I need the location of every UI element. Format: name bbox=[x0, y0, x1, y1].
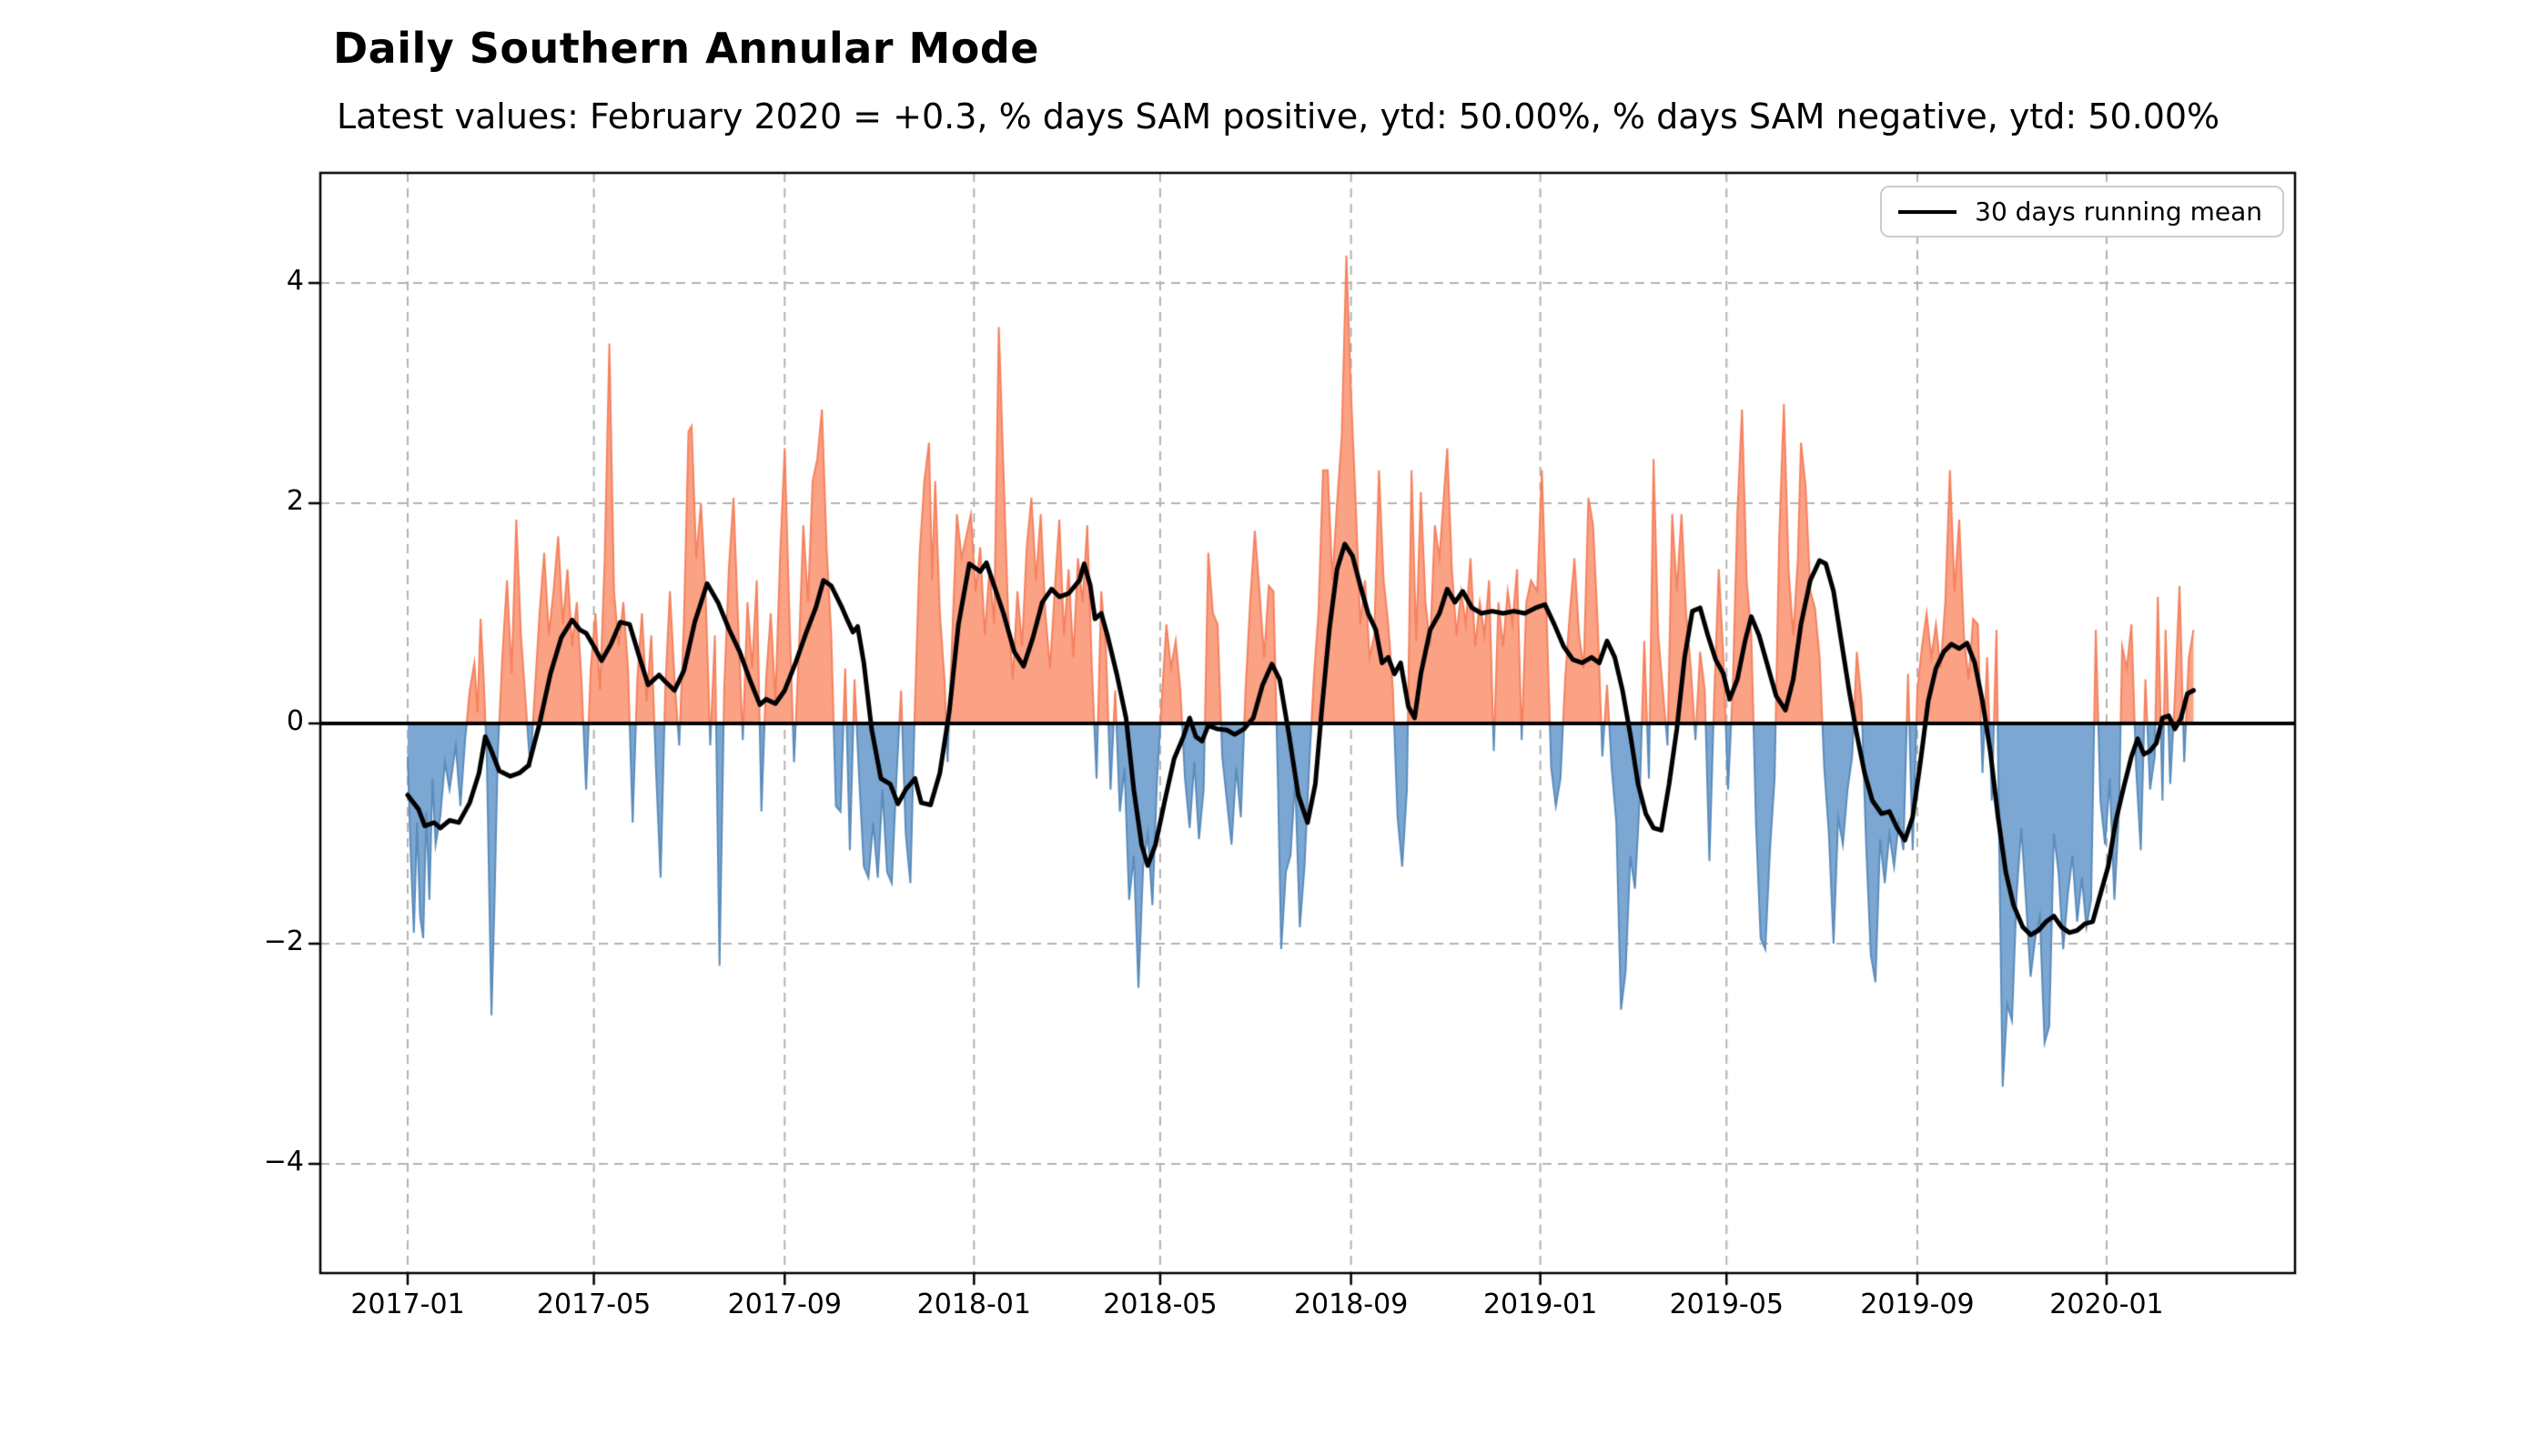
x-tick-label: 2019-01 bbox=[1482, 1289, 1598, 1320]
legend-label: 30 days running mean bbox=[1975, 197, 2262, 227]
y-tick-label: 4 bbox=[286, 265, 304, 297]
y-tick-label: 2 bbox=[286, 485, 304, 517]
x-tick-label: 2017-05 bbox=[536, 1289, 652, 1320]
y-tick-label: −2 bbox=[263, 925, 304, 957]
x-tick-label: 2017-09 bbox=[727, 1289, 842, 1320]
x-tick-label: 2017-01 bbox=[350, 1289, 465, 1320]
x-tick-label: 2020-01 bbox=[2049, 1289, 2164, 1320]
x-tick-label: 2019-09 bbox=[1860, 1289, 1975, 1320]
x-tick-label: 2018-05 bbox=[1103, 1289, 1218, 1320]
legend-line-sample bbox=[1898, 209, 1957, 214]
x-tick-label: 2018-09 bbox=[1293, 1289, 1409, 1320]
chart-title: Daily Southern Annular Mode bbox=[333, 24, 1039, 73]
y-tick-label: 0 bbox=[286, 705, 304, 737]
y-tick-label: −4 bbox=[263, 1146, 304, 1178]
x-tick-label: 2018-01 bbox=[916, 1289, 1031, 1320]
legend: 30 days running mean bbox=[1880, 186, 2284, 238]
x-tick-label: 2019-05 bbox=[1669, 1289, 1784, 1320]
chart-subtitle: Latest values: February 2020 = +0.3, % d… bbox=[337, 96, 2220, 136]
